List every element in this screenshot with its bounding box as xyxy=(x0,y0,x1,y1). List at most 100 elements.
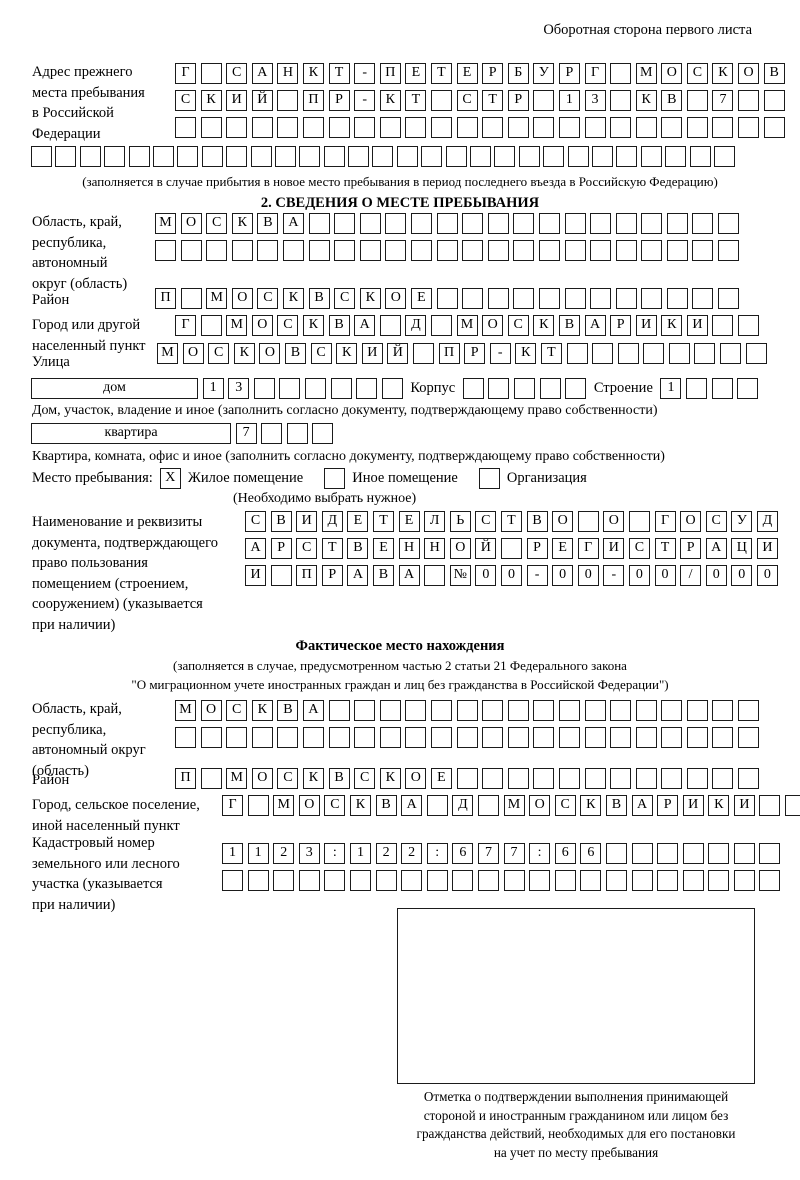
char-cell[interactable] xyxy=(759,870,781,891)
char-cell[interactable] xyxy=(708,843,730,864)
char-cell[interactable]: 7 xyxy=(235,423,257,444)
char-cell[interactable]: А xyxy=(282,213,304,234)
char-cell[interactable]: О xyxy=(603,511,625,532)
char-cell[interactable]: В xyxy=(328,315,350,336)
char-cell[interactable] xyxy=(359,240,381,261)
char-cell[interactable]: Р xyxy=(558,63,580,84)
char-cell[interactable]: Г xyxy=(175,315,196,336)
char-cell[interactable] xyxy=(712,768,734,789)
char-cell[interactable]: К xyxy=(708,795,730,816)
char-cell[interactable] xyxy=(554,870,576,891)
char-cell[interactable] xyxy=(615,240,637,261)
char-cell[interactable] xyxy=(759,795,781,816)
char-cell[interactable] xyxy=(412,343,434,364)
char-cell[interactable] xyxy=(375,870,397,891)
char-cell[interactable] xyxy=(279,378,301,399)
char-cell[interactable] xyxy=(610,63,632,84)
char-cell[interactable] xyxy=(564,288,586,309)
char-cell[interactable]: В xyxy=(526,511,548,532)
char-cell[interactable]: Т xyxy=(321,538,343,559)
char-cell[interactable] xyxy=(251,727,273,748)
char-cell[interactable]: : xyxy=(426,843,448,864)
char-cell[interactable]: М xyxy=(155,213,176,234)
char-cell[interactable] xyxy=(605,843,627,864)
char-cell[interactable]: К xyxy=(282,288,304,309)
char-cell[interactable] xyxy=(712,117,734,138)
char-cell[interactable]: В xyxy=(347,538,369,559)
char-cell[interactable] xyxy=(628,511,650,532)
char-cell[interactable]: П xyxy=(155,288,176,309)
char-cell[interactable] xyxy=(206,240,228,261)
char-cell[interactable]: Т xyxy=(482,90,504,111)
char-cell[interactable]: П xyxy=(302,90,324,111)
char-cell[interactable]: Р xyxy=(482,63,504,84)
char-cell[interactable] xyxy=(381,378,403,399)
char-cell[interactable]: К xyxy=(515,343,537,364)
char-cell[interactable] xyxy=(661,117,683,138)
char-cell[interactable]: Е xyxy=(456,63,478,84)
char-cell[interactable] xyxy=(298,870,320,891)
char-cell[interactable] xyxy=(175,727,196,748)
char-cell[interactable] xyxy=(385,213,407,234)
char-cell[interactable] xyxy=(565,378,587,399)
char-cell[interactable]: К xyxy=(379,768,401,789)
char-cell[interactable]: Г xyxy=(584,63,606,84)
char-cell[interactable] xyxy=(712,700,734,721)
char-cell[interactable] xyxy=(513,240,535,261)
char-cell[interactable]: В xyxy=(308,288,330,309)
char-cell[interactable]: К xyxy=(251,700,273,721)
char-cell[interactable]: 0 xyxy=(705,565,727,586)
char-cell[interactable] xyxy=(328,700,350,721)
char-cell[interactable] xyxy=(477,870,499,891)
char-cell[interactable] xyxy=(592,343,614,364)
char-cell[interactable] xyxy=(379,727,401,748)
stamp-box[interactable] xyxy=(397,908,755,1084)
char-cell[interactable]: П xyxy=(379,63,401,84)
char-cell[interactable] xyxy=(689,146,711,167)
char-cell[interactable]: 6 xyxy=(452,843,474,864)
char-cell[interactable] xyxy=(738,727,760,748)
char-cell[interactable]: Е xyxy=(347,511,369,532)
char-cell[interactable]: К xyxy=(302,768,324,789)
char-cell[interactable]: П xyxy=(175,768,196,789)
char-cell[interactable]: Д xyxy=(452,795,474,816)
char-cell[interactable]: Г xyxy=(577,538,599,559)
char-cell[interactable] xyxy=(720,343,742,364)
char-cell[interactable]: С xyxy=(310,343,332,364)
char-cell[interactable] xyxy=(738,90,760,111)
char-cell[interactable]: С xyxy=(354,768,376,789)
char-cell[interactable] xyxy=(567,146,589,167)
char-cell[interactable] xyxy=(538,288,560,309)
char-cell[interactable]: 2 xyxy=(401,843,423,864)
char-cell[interactable] xyxy=(713,146,735,167)
char-cell[interactable] xyxy=(277,90,299,111)
char-cell[interactable] xyxy=(430,700,452,721)
char-cell[interactable]: К xyxy=(302,315,324,336)
char-cell[interactable] xyxy=(430,90,452,111)
char-cell[interactable] xyxy=(513,288,535,309)
char-cell[interactable]: Т xyxy=(328,63,350,84)
char-cell[interactable] xyxy=(487,240,509,261)
char-cell[interactable] xyxy=(507,768,529,789)
char-cell[interactable] xyxy=(430,727,452,748)
char-cell[interactable]: : xyxy=(529,843,551,864)
char-cell[interactable]: Л xyxy=(424,511,446,532)
char-cell[interactable] xyxy=(430,315,452,336)
char-cell[interactable]: О xyxy=(680,511,702,532)
char-cell[interactable]: С xyxy=(206,213,228,234)
char-cell[interactable]: С xyxy=(628,538,650,559)
char-cell[interactable]: 1 xyxy=(202,378,224,399)
char-cell[interactable]: О xyxy=(661,63,683,84)
char-cell[interactable]: 0 xyxy=(475,565,497,586)
char-cell[interactable] xyxy=(733,870,755,891)
char-cell[interactable] xyxy=(513,213,535,234)
char-cell[interactable] xyxy=(424,565,446,586)
char-cell[interactable] xyxy=(354,727,376,748)
char-cell[interactable] xyxy=(79,146,101,167)
char-cell[interactable] xyxy=(348,146,370,167)
char-cell[interactable]: Е xyxy=(430,768,452,789)
stroenie-cells[interactable]: 1 xyxy=(660,378,759,399)
char-cell[interactable]: Т xyxy=(372,511,394,532)
char-cell[interactable] xyxy=(686,117,708,138)
